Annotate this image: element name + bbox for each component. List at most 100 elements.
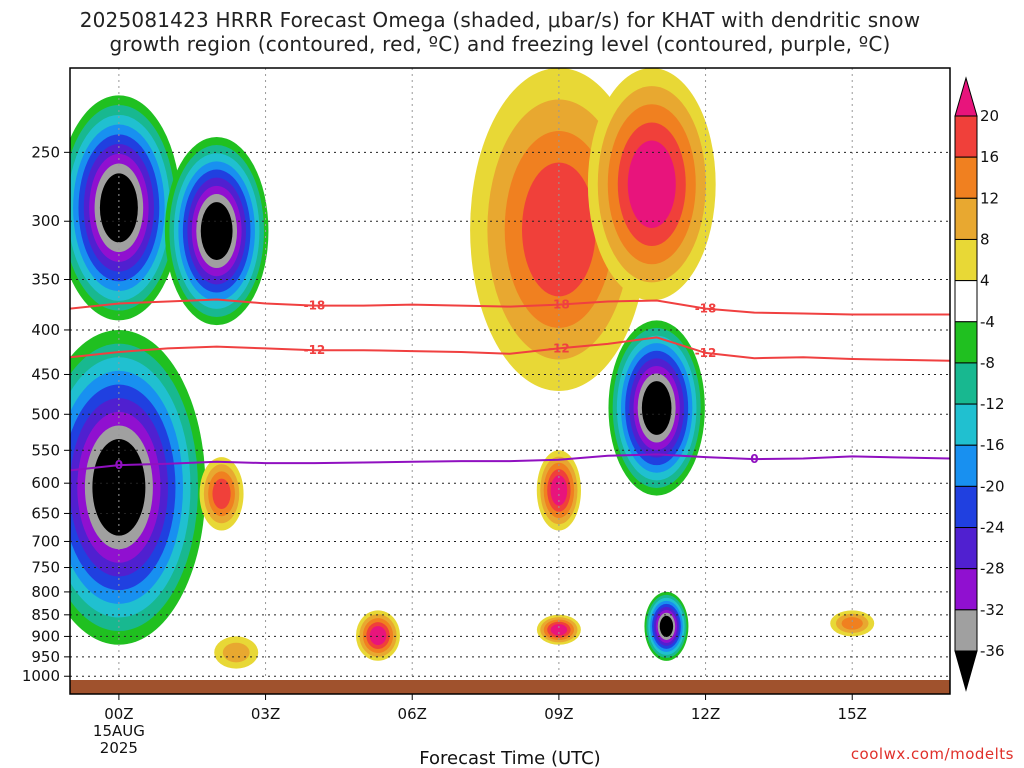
y-tick-label: 250 — [31, 143, 60, 161]
colorbar-swatch — [954, 362, 978, 405]
y-tick-label: 850 — [31, 606, 60, 624]
colorbar-label: -36 — [980, 642, 1005, 660]
contour-label: -12 — [304, 343, 326, 357]
colorbar-label: -32 — [980, 601, 1005, 619]
colorbar-swatch — [954, 527, 978, 570]
contour-label: -18 — [695, 302, 717, 316]
ground-bar — [70, 680, 950, 694]
omega-feature — [70, 329, 206, 645]
x-axis-label: Forecast Time (UTC) — [419, 748, 600, 768]
omega-level — [550, 624, 568, 636]
colorbar-label: 16 — [980, 148, 999, 166]
colorbar-swatch — [954, 238, 978, 282]
temperature-contours: -18 -18 -18 -12 -12 -12 0 0 — [70, 298, 950, 472]
colorbar-label: -16 — [980, 436, 1005, 454]
omega-level — [521, 162, 596, 297]
omega-feature — [536, 450, 581, 531]
y-tick-label: 1000 — [22, 667, 60, 685]
colorbar-label: -28 — [980, 560, 1005, 578]
y-tick-label: 900 — [31, 627, 60, 645]
colorbar-label: -12 — [980, 395, 1005, 413]
colorbar-swatch — [954, 444, 978, 487]
omega-level — [841, 617, 863, 630]
colorbar-swatch — [954, 156, 978, 199]
colorbar-swatch — [954, 197, 978, 240]
omega-feature — [536, 614, 581, 645]
omega-level — [659, 615, 674, 637]
colorbar-label: 12 — [980, 189, 999, 207]
contour-label: 0 — [115, 458, 123, 472]
y-tick-label: 800 — [31, 583, 60, 601]
y-tick-label: 400 — [31, 321, 60, 339]
omega-feature — [356, 610, 400, 661]
omega-level — [200, 202, 233, 260]
contour-label: -18 — [548, 298, 570, 312]
omega-level — [222, 642, 250, 663]
contour-label: 0 — [750, 452, 758, 466]
y-axis: 250 300 350 400 450 500 550 600 650 700 750 800 850 9… — [22, 143, 70, 685]
chart-title: 2025081423 HRRR Forecast Omega (shaded, … — [0, 8, 1000, 56]
colorbar-swatch — [954, 403, 978, 446]
omega-feature — [587, 68, 716, 301]
omega-feature — [214, 636, 259, 669]
omega-level — [641, 381, 672, 435]
y-tick-label: 550 — [31, 441, 60, 459]
y-tick-label: 700 — [31, 532, 60, 550]
x-tick-label: 12Z — [691, 705, 720, 723]
x-tick-label: 09Z — [544, 705, 573, 723]
x-tick-sublabel: 15AUG — [93, 722, 145, 740]
omega-feature — [644, 591, 689, 661]
colorbar-label: -4 — [980, 313, 995, 331]
omega-feature — [608, 320, 705, 496]
y-tick-label: 750 — [31, 559, 60, 577]
x-tick-label: 00Z — [104, 705, 133, 723]
plot-frame — [69, 67, 951, 695]
omega-level — [369, 626, 387, 646]
source-credit: coolwx.com/modelts — [850, 745, 1014, 763]
x-tick-label: 06Z — [398, 705, 427, 723]
omega-feature — [199, 457, 244, 531]
colorbar: 20 16 12 8 4 -4 -8 -12 -16 -20 -24 -28 -32 -36 — [954, 76, 1005, 692]
colorbar-label: 8 — [980, 230, 990, 248]
contour-label: -12 — [695, 346, 717, 360]
colorbar-label: -20 — [980, 477, 1005, 495]
colorbar-label: -8 — [980, 354, 995, 372]
omega-shaded-field — [70, 68, 875, 669]
x-tick-label: 03Z — [251, 705, 280, 723]
contour-line — [70, 453, 950, 472]
x-tick-label: 15Z — [838, 705, 867, 723]
colorbar-swatch — [954, 321, 978, 364]
colorbar-swatch — [954, 115, 978, 158]
omega-level — [92, 439, 146, 536]
contour-label: -12 — [548, 341, 570, 355]
colorbar-label: 20 — [980, 107, 999, 125]
y-tick-label: 950 — [31, 648, 60, 666]
chart-title-line2: growth region (contoured, red, ºC) and f… — [109, 32, 891, 56]
colorbar-swatch — [954, 609, 978, 652]
contour-line — [70, 336, 950, 362]
y-tick-label: 300 — [31, 212, 60, 230]
colorbar-swatch — [954, 485, 978, 529]
y-tick-label: 600 — [31, 474, 60, 492]
omega-feature — [164, 136, 269, 326]
contour-label: -18 — [304, 299, 326, 313]
colorbar-label: 4 — [980, 272, 990, 290]
grid-lines — [70, 68, 950, 680]
x-tick-sublabel: 2025 — [100, 739, 138, 757]
y-tick-label: 350 — [31, 270, 60, 288]
omega-level — [627, 140, 676, 228]
colorbar-swatch — [954, 280, 978, 323]
y-tick-label: 500 — [31, 405, 60, 423]
contour-line — [70, 298, 950, 316]
colorbar-top-arrow — [954, 76, 978, 117]
omega-feature — [830, 610, 875, 637]
omega-level — [212, 478, 231, 510]
colorbar-swatch — [954, 568, 978, 611]
colorbar-label: -24 — [980, 519, 1005, 537]
colorbar-bottom-arrow — [954, 650, 978, 692]
y-tick-label: 450 — [31, 365, 60, 383]
chart-title-line1: 2025081423 HRRR Forecast Omega (shaded, … — [79, 8, 921, 32]
y-tick-label: 650 — [31, 504, 60, 522]
